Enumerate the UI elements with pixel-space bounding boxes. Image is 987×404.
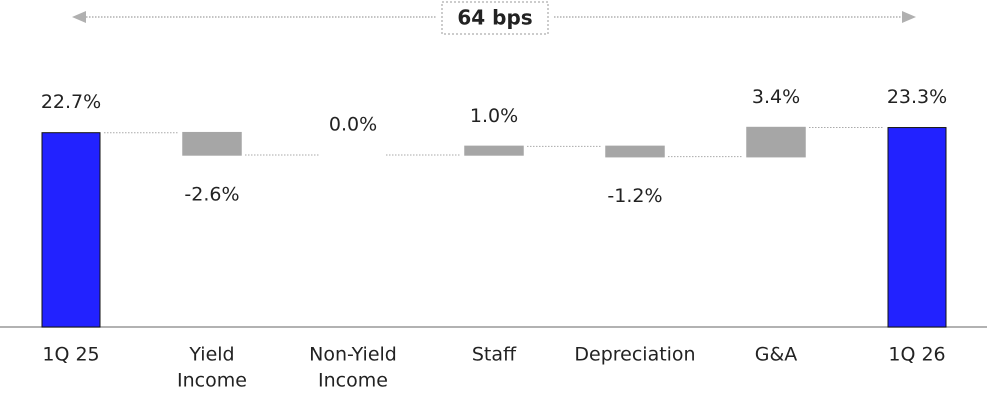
value-label: 0.0% bbox=[329, 113, 377, 135]
bar bbox=[41, 132, 101, 328]
x-tick-label: Income bbox=[318, 370, 388, 392]
value-label: 3.4% bbox=[752, 86, 800, 108]
bar bbox=[182, 131, 242, 156]
annotation: 64 bps bbox=[457, 6, 532, 30]
bar bbox=[746, 126, 806, 158]
value-label: 23.3% bbox=[887, 86, 947, 108]
x-tick-label: Staff bbox=[472, 344, 517, 366]
x-tick-label: 1Q 25 bbox=[42, 344, 99, 366]
x-tick-label: Non-Yield bbox=[309, 344, 397, 366]
value-label: -2.6% bbox=[184, 183, 239, 205]
bar bbox=[887, 127, 947, 328]
x-tick-label: Yield bbox=[188, 344, 234, 366]
x-tick-label: G&A bbox=[755, 344, 798, 366]
bar bbox=[605, 145, 665, 158]
value-label: 1.0% bbox=[470, 105, 518, 127]
bar bbox=[464, 145, 524, 156]
value-label: 22.7% bbox=[41, 91, 101, 113]
x-tick-label: 1Q 26 bbox=[888, 344, 945, 366]
x-tick-label: Income bbox=[177, 370, 247, 392]
x-tick-label: Depreciation bbox=[574, 344, 695, 366]
range-arrow bbox=[72, 1, 916, 35]
value-label: -1.2% bbox=[607, 185, 662, 207]
